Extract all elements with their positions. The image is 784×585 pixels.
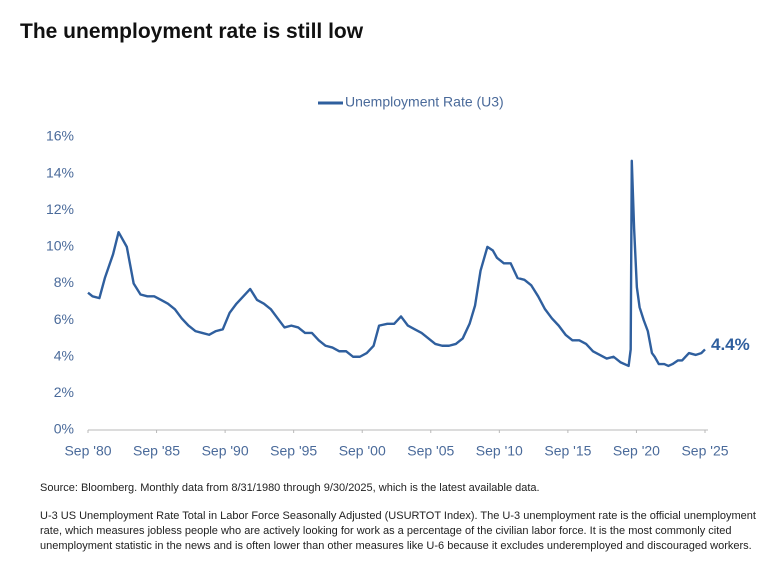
chart-title: The unemployment rate is still low — [20, 20, 364, 43]
x-tick-label: Sep '90 — [202, 443, 249, 459]
legend-label: Unemployment Rate (U3) — [345, 94, 504, 110]
note: U-3 US Unemployment Rate Total in Labor … — [40, 510, 756, 552]
data-line — [87, 159, 706, 368]
y-tick-label: 0% — [54, 421, 74, 437]
x-tick-label: Sep '15 — [544, 443, 591, 459]
source: Source: Bloomberg. Monthly data from 8/3… — [40, 482, 540, 494]
x-tick-label: Sep '95 — [270, 443, 317, 459]
chart: 0% 2% 4% 6% 8% 10% 12% 14% 16% Sep '80 Sep '85 Sep … — [46, 94, 750, 459]
y-tick-label: 12% — [46, 201, 74, 217]
y-tick-label: 14% — [46, 164, 74, 180]
y-tick-label: 4% — [54, 347, 74, 363]
x-tick-label: Sep '85 — [133, 443, 180, 459]
y-tick-label: 10% — [46, 238, 74, 254]
x-tick-label: Sep '00 — [339, 443, 386, 459]
value-label: 4.4% — [711, 335, 750, 354]
y-tick-label: 2% — [54, 384, 74, 400]
x-tick-label: Sep '10 — [476, 443, 523, 459]
y-tick-label: 16% — [46, 128, 74, 144]
x-tick-label: Sep '20 — [613, 443, 660, 459]
y-tick-label: 8% — [54, 274, 74, 290]
x-tick-label: Sep '80 — [64, 443, 111, 459]
x-tick-label: Sep '05 — [407, 443, 454, 459]
x-tick-label: Sep '25 — [681, 443, 728, 459]
y-tick-label: 6% — [54, 311, 74, 327]
